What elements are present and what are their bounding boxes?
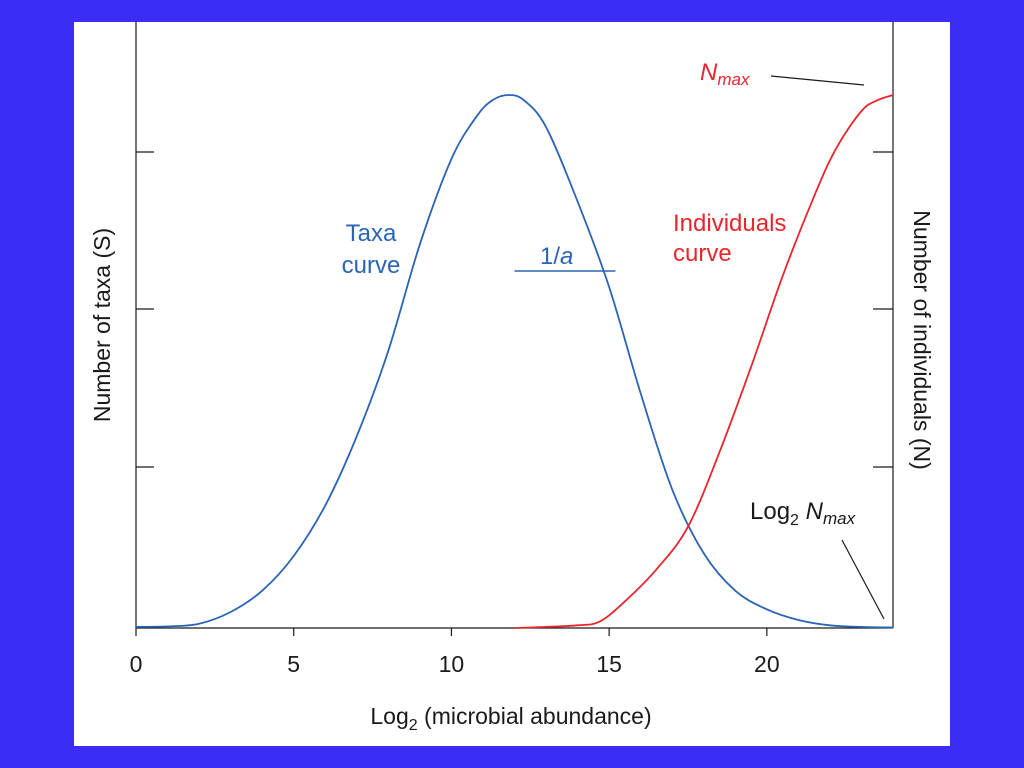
log2-nmax-n: N: [806, 498, 824, 525]
x-axis-label: Log2 (microbial abundance): [370, 703, 651, 734]
log2-nmax-main: Log: [750, 498, 790, 525]
nmax-annotation-leader: [770, 75, 865, 86]
x-tick-label: 5: [287, 651, 300, 677]
x-axis-label-log: Log: [370, 703, 408, 729]
taxa-curve-line: [135, 94, 894, 629]
x-tick-label: 10: [439, 651, 465, 677]
x-tick-label: 0: [130, 651, 143, 677]
width-marker-label-italic: a: [560, 243, 573, 270]
x-tick-label: 20: [754, 651, 780, 677]
log2-nmax-n-sub: max: [823, 509, 856, 528]
y-ticks: [136, 151, 893, 468]
width-marker-label-prefix: 1/: [540, 243, 560, 270]
chart-panel: [74, 22, 950, 746]
individuals-curve-label-line2: curve: [673, 240, 732, 267]
x-tick-label: 15: [596, 651, 622, 677]
x-ticks: 0 5 10 15 20: [130, 628, 780, 677]
individuals-curve-line: [514, 94, 894, 629]
log2-nmax-sub: 2: [790, 512, 799, 529]
nmax-annotation-sub: max: [717, 70, 750, 89]
x-axis-label-rest: (microbial abundance): [418, 703, 652, 729]
log2-nmax-annotation-label: Log2 Nmax: [750, 498, 856, 529]
x-axis-label-sub: 2: [409, 717, 418, 734]
nmax-annotation-main: N: [700, 59, 718, 86]
nmax-annotation-label: Nmax: [700, 59, 750, 89]
log2-nmax-annotation-leader: [841, 539, 885, 620]
log2-nmax-space: [799, 498, 806, 525]
taxa-curve-label-line2: curve: [342, 252, 401, 279]
individuals-curve-label-line1: Individuals: [673, 210, 786, 237]
taxa-curve-label-line1: Taxa: [346, 220, 397, 247]
width-marker-label: 1/a: [540, 243, 573, 270]
right-y-axis-label: Number of individuals (N): [909, 210, 935, 469]
left-y-axis-label: Number of taxa (S): [89, 228, 115, 422]
